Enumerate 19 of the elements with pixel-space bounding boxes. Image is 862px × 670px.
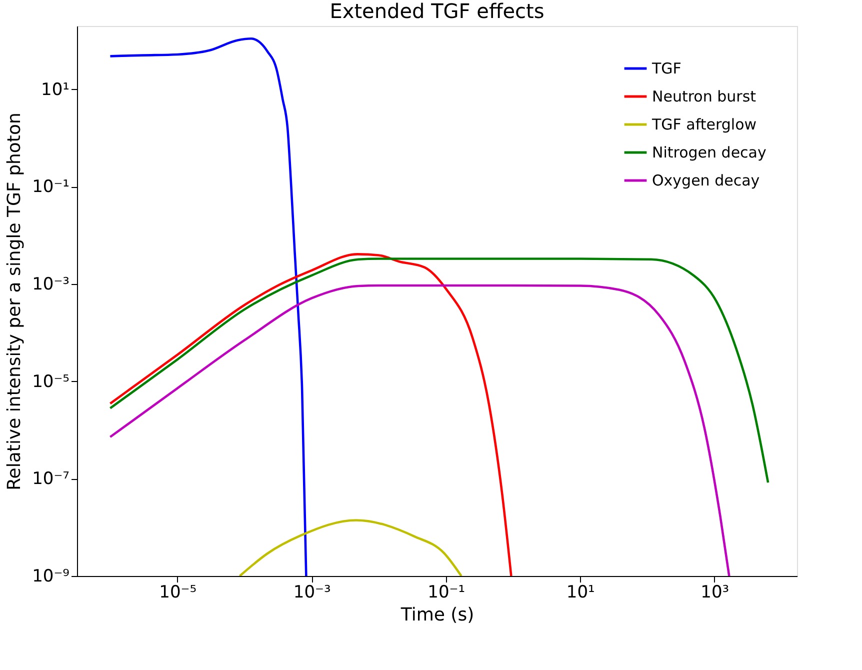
legend-label: TGF afterglow <box>651 116 757 134</box>
x-tick-label: 10⁻³ <box>293 582 331 602</box>
y-tick-label: 10⁻⁵ <box>32 372 70 392</box>
legend-label: Oxygen decay <box>652 172 760 190</box>
legend-label: Nitrogen decay <box>652 144 766 162</box>
x-tick-label: 10³ <box>700 582 730 602</box>
y-axis-title: Relative intensity per a single TGF photon <box>4 112 26 490</box>
x-axis-title: Time (s) <box>400 604 474 626</box>
legend-label: Neutron burst <box>652 88 756 106</box>
y-tick-label: 10⁻⁹ <box>32 566 70 586</box>
y-tick-label: 10⁻¹ <box>32 177 70 198</box>
x-tick-label: 10⁻⁵ <box>159 582 197 602</box>
chart-title: Extended TGF effects <box>330 0 544 23</box>
y-tick-label: 10⁻⁷ <box>32 469 70 490</box>
x-tick-label: 10⁻¹ <box>428 582 466 602</box>
legend-label: TGF <box>651 60 682 78</box>
y-tick-label: 10⁻³ <box>32 274 70 294</box>
x-tick-label: 10¹ <box>566 582 595 602</box>
y-tick-label: 10¹ <box>41 80 70 100</box>
